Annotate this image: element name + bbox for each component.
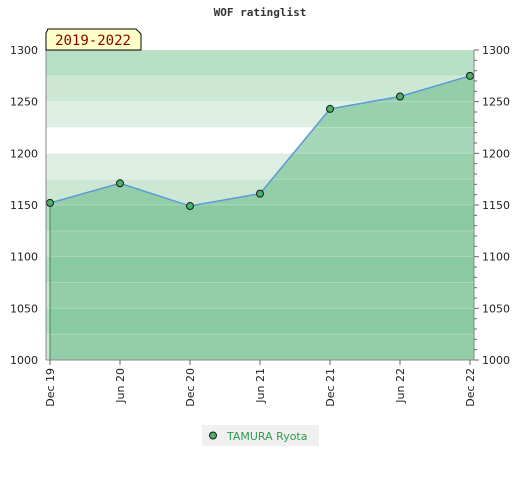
legend[interactable]: TAMURA Ryota <box>202 425 319 446</box>
y-tick-label: 1150 <box>10 199 38 212</box>
x-tick-label: Jun 21 <box>254 368 267 404</box>
y-tick-label: 1200 <box>10 147 38 160</box>
data-point <box>326 104 334 113</box>
y-tick-label: 1300 <box>10 44 38 57</box>
chart-title: WOF ratinglist <box>214 6 307 19</box>
y-tick-label: 1250 <box>482 96 510 109</box>
legend-marker <box>209 431 217 440</box>
y-tick-label: 1200 <box>482 147 510 160</box>
data-point <box>466 71 474 80</box>
y-tick-label: 1050 <box>482 302 510 315</box>
data-point <box>46 198 54 207</box>
data-point <box>256 189 264 198</box>
data-point <box>396 92 404 101</box>
area-fill <box>50 75 474 360</box>
series-area <box>50 75 474 360</box>
x-tick-label: Jun 22 <box>394 368 407 404</box>
x-tick-label: Dec 20 <box>184 368 197 407</box>
data-point <box>186 202 194 211</box>
y-axis-right: 1000 1050 1100 1150 1200 1250 1300 <box>473 44 510 367</box>
y-tick-label: 1000 <box>10 354 38 367</box>
x-tick-label: Dec 21 <box>324 368 337 407</box>
y-axis-left: 1000 1050 1100 1150 1200 1250 1300 <box>10 44 47 367</box>
x-tick-label: Dec 22 <box>464 368 477 407</box>
y-tick-label: 1050 <box>10 302 38 315</box>
y-tick-label: 1250 <box>10 96 38 109</box>
background-band <box>46 50 474 77</box>
x-tick-label: Jun 20 <box>114 368 127 404</box>
y-tick-label: 1000 <box>482 354 510 367</box>
y-tick-label: 1150 <box>482 199 510 212</box>
period-badge: 2019-2022 <box>45 28 142 51</box>
x-tick-label: Dec 19 <box>44 368 57 407</box>
period-badge-label: 2019-2022 <box>55 33 131 49</box>
y-tick-label: 1300 <box>482 44 510 57</box>
y-tick-label: 1100 <box>10 251 38 264</box>
legend-label: TAMURA Ryota <box>226 430 308 443</box>
y-tick-label: 1100 <box>482 251 510 264</box>
data-point <box>116 179 124 188</box>
x-axis: Dec 19 Jun 20 Dec 20 Jun 21 Dec 21 Jun 22 Dec … <box>44 359 477 407</box>
